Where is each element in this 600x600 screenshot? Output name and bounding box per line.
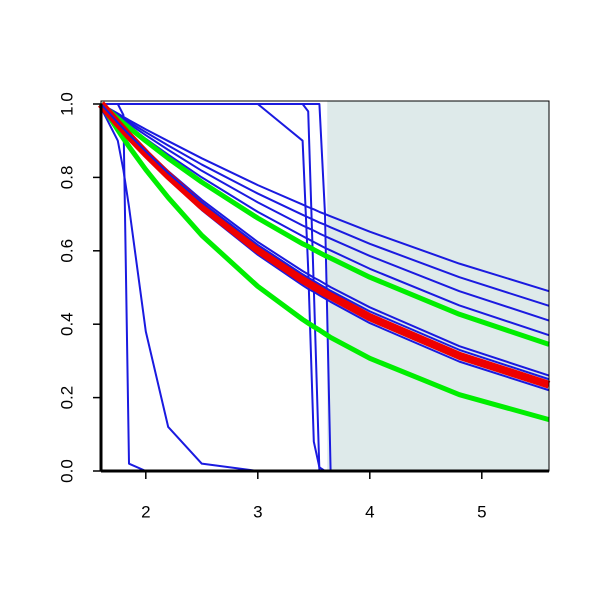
- y-tick-label: 0.2: [57, 386, 76, 410]
- y-tick-label: 0.0: [57, 459, 76, 483]
- shaded-region: [327, 101, 549, 471]
- series-line: [100, 103, 550, 322]
- x-tick-label: 3: [253, 502, 262, 521]
- y-tick-label: 1.0: [57, 92, 76, 116]
- x-tick-label: 2: [141, 502, 150, 521]
- x-tick-label: 5: [477, 502, 486, 521]
- x-tick-label: 4: [365, 502, 374, 521]
- series-line: [100, 103, 550, 381]
- series-line: [99, 102, 550, 347]
- y-tick-label: 0.8: [57, 166, 76, 190]
- y-tick-label: 0.4: [57, 312, 76, 336]
- series-line: [100, 103, 550, 293]
- y-tick-label: 0.6: [57, 239, 76, 263]
- series-line: [98, 102, 550, 423]
- series-line: [100, 103, 550, 307]
